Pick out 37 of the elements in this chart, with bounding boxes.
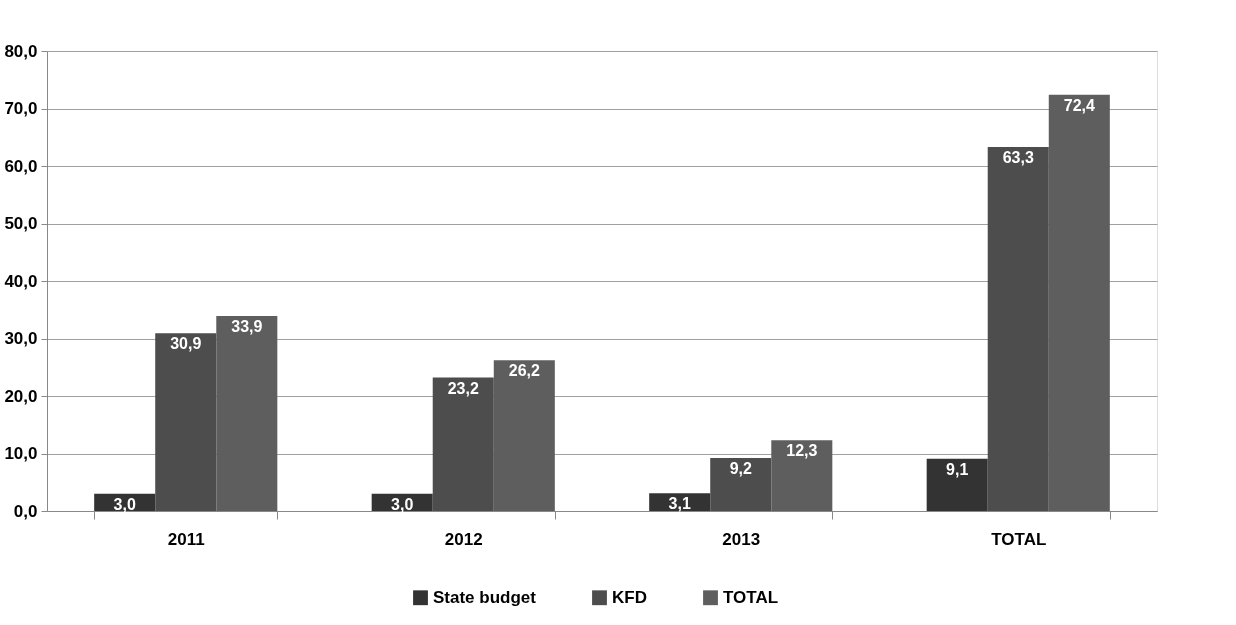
bar xyxy=(1048,94,1110,511)
data-label: 72,4 xyxy=(1063,96,1095,114)
data-label: 9,1 xyxy=(946,460,969,478)
legend-label: KFD xyxy=(612,587,647,607)
bar xyxy=(926,458,988,511)
bar xyxy=(710,458,772,511)
data-label: 63,3 xyxy=(1002,149,1034,167)
y-tick-label: 70,0 xyxy=(4,99,38,118)
y-tick-label: 50,0 xyxy=(4,214,38,233)
bar xyxy=(432,377,494,511)
data-label: 3,0 xyxy=(113,495,136,513)
data-label: 23,2 xyxy=(447,379,479,397)
bar xyxy=(493,360,555,511)
legend-label: State budget xyxy=(433,587,537,607)
y-tick-label: 0,0 xyxy=(13,501,38,521)
data-label: 9,2 xyxy=(729,460,752,478)
y-tick-label: 20,0 xyxy=(4,386,38,406)
data-label: 26,2 xyxy=(508,362,540,380)
bar xyxy=(216,316,278,511)
y-tick-label: 30,0 xyxy=(4,329,38,348)
data-label: 30,9 xyxy=(170,335,202,353)
data-label: 33,9 xyxy=(231,318,263,336)
data-label: 3,1 xyxy=(668,495,691,513)
x-tick-label: 2011 xyxy=(167,529,205,549)
y-tick-label: 10,0 xyxy=(4,444,38,463)
bar xyxy=(771,440,833,511)
bar xyxy=(987,147,1049,511)
x-tick-label: 2012 xyxy=(444,529,483,549)
x-tick-label: TOTAL xyxy=(991,529,1047,549)
legend-label: TOTAL xyxy=(723,587,779,607)
data-label: 3,0 xyxy=(391,495,414,513)
y-tick-label: 80,0 xyxy=(4,41,38,61)
x-tick-label: 2013 xyxy=(722,529,761,549)
y-tick-label: 40,0 xyxy=(4,271,38,291)
y-tick-label: 60,0 xyxy=(4,156,38,176)
bar xyxy=(155,333,217,511)
data-label: 12,3 xyxy=(786,442,818,460)
